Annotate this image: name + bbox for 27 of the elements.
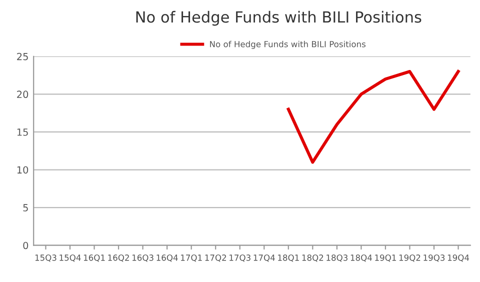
line-series	[286, 70, 460, 164]
y-tick-label: 25	[17, 52, 28, 60]
y-tick-label: 5	[23, 204, 28, 212]
y-tick-label: 0	[23, 242, 28, 250]
x-tick-label: 18Q2	[302, 254, 324, 262]
x-tick-label: 16Q4	[156, 254, 178, 262]
x-tick-label: 19Q4	[448, 254, 470, 262]
x-tick-label: 16Q3	[132, 254, 154, 262]
y-tick-label: 15	[17, 128, 28, 136]
x-tick-label: 18Q3	[326, 254, 348, 262]
legend-label: No of Hedge Funds with BILI Positions	[210, 40, 366, 49]
x-tick-label: 17Q2	[205, 254, 226, 262]
x-tick-label: 17Q1	[181, 254, 202, 262]
chart-title: No of Hedge Funds with BILI Positions	[136, 10, 422, 26]
x-tick-label: 19Q2	[399, 254, 420, 262]
x-tick-label: 15Q3	[35, 254, 56, 262]
x-tick-label: 18Q4	[350, 254, 372, 262]
x-tick-label: 19Q1	[375, 254, 396, 262]
x-tick-label: 17Q3	[230, 254, 250, 262]
x-tick-label: 19Q3	[424, 254, 445, 262]
x-tick-label: 15Q4	[60, 254, 81, 262]
x-tick-label: 17Q4	[254, 254, 275, 262]
y-tick-label: 10	[17, 166, 28, 174]
y-tick-label: 20	[17, 90, 28, 98]
x-tick-label: 16Q2	[108, 254, 129, 262]
x-tick-label: 16Q1	[84, 254, 105, 262]
x-tick-label: 18Q1	[278, 254, 299, 262]
